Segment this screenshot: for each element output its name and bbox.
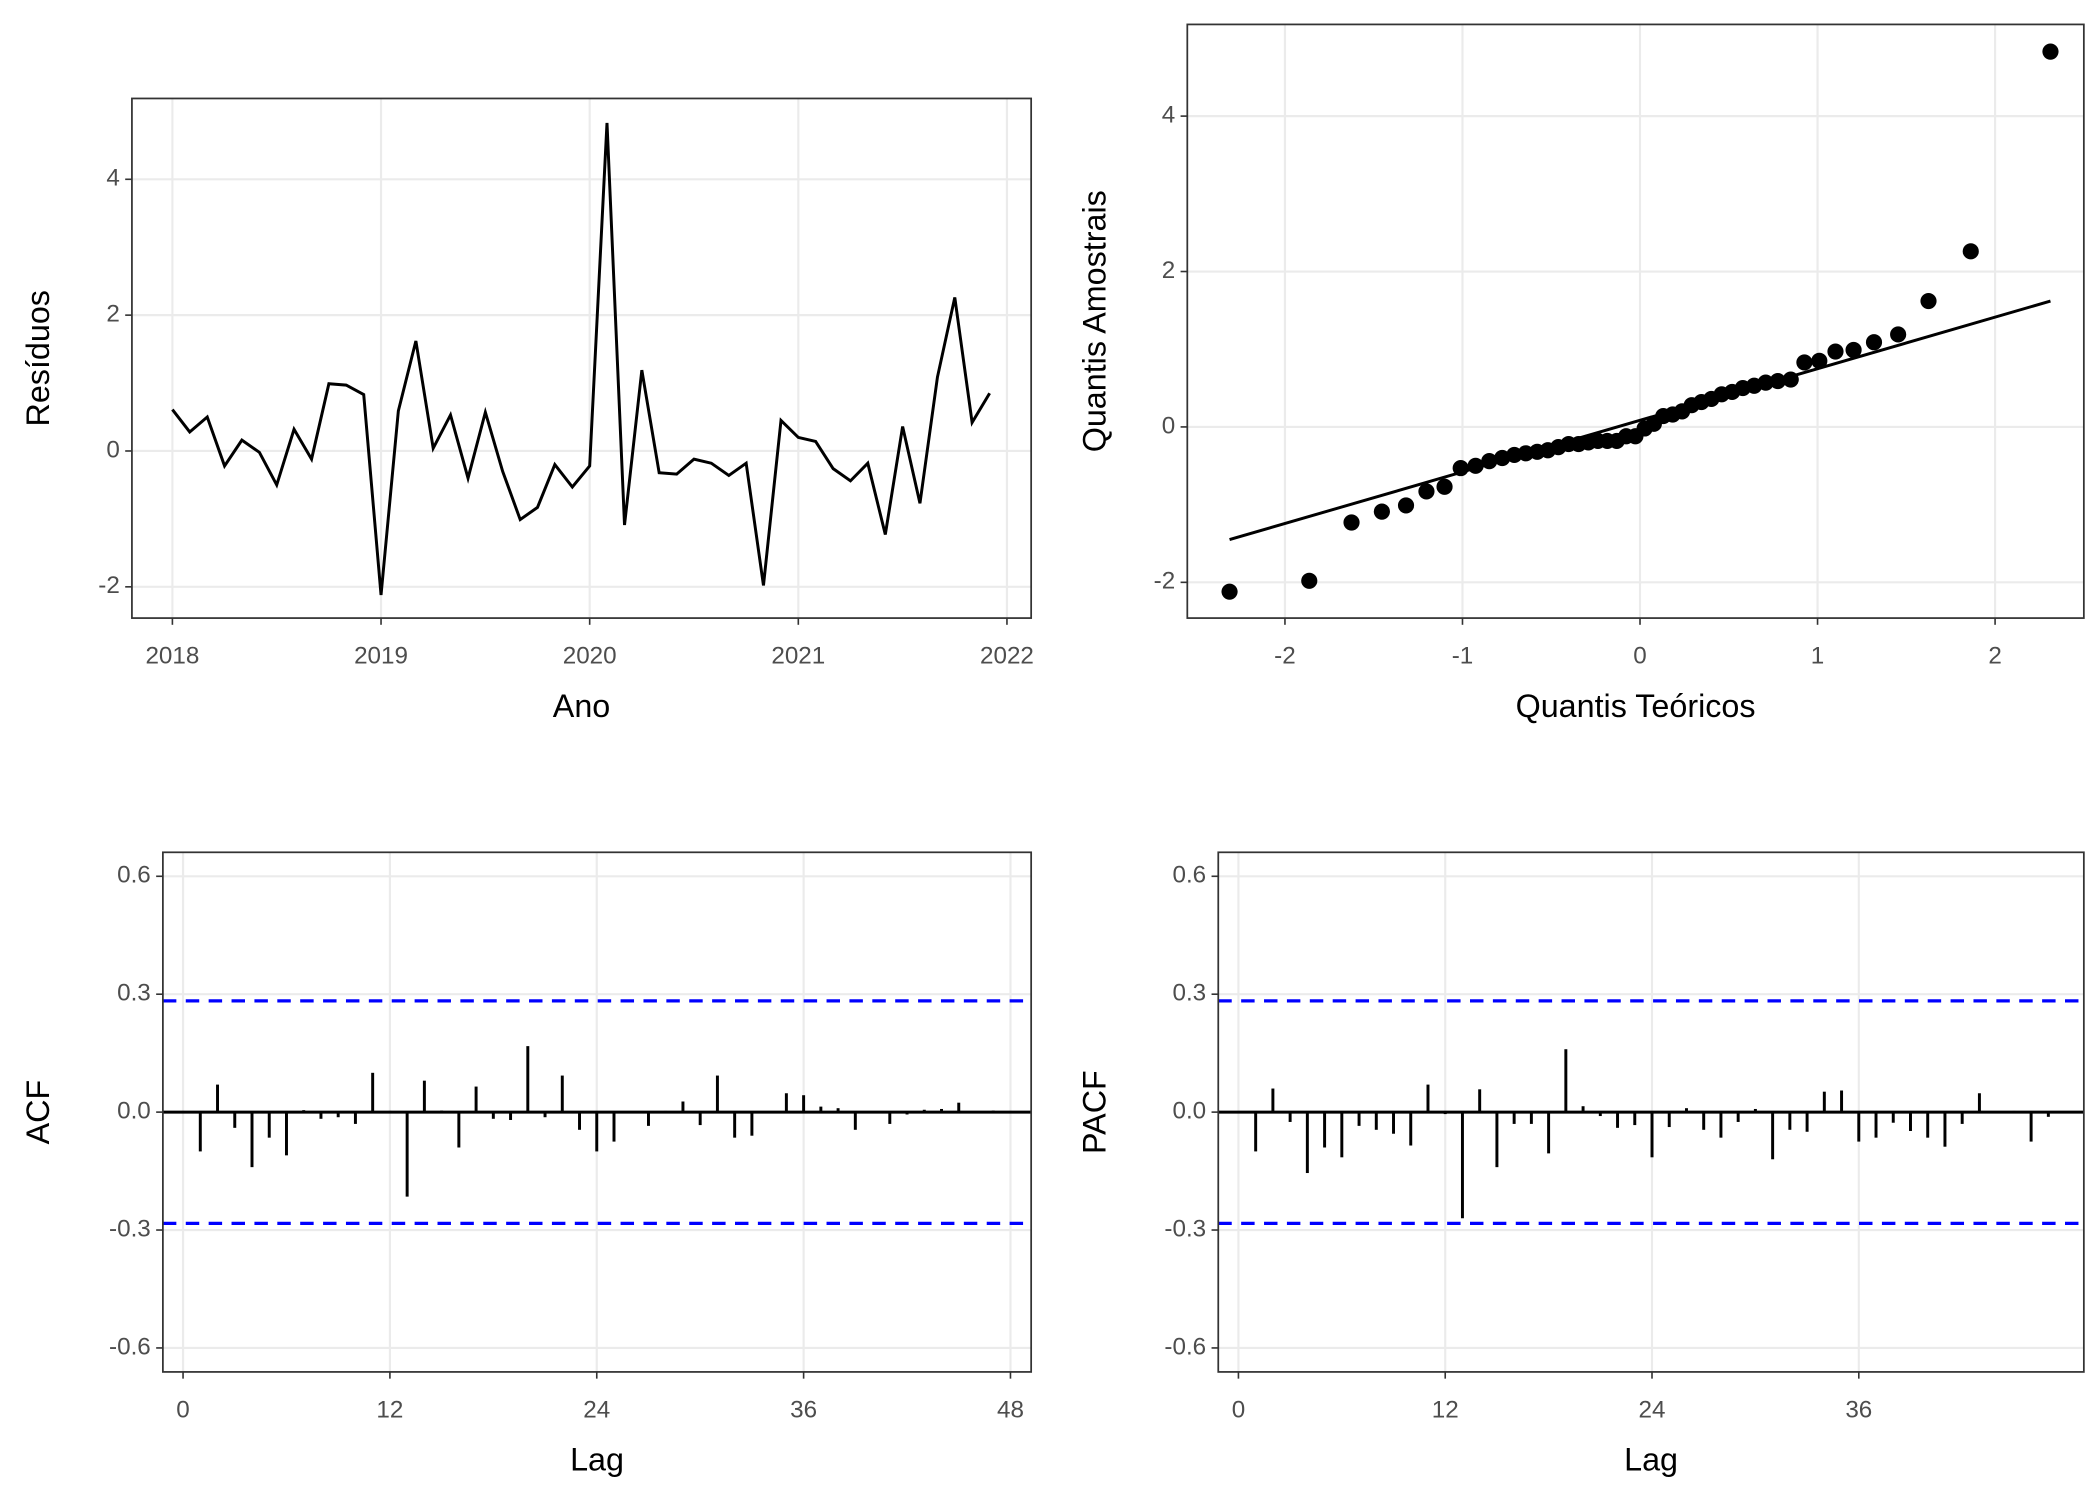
x-tick-label: 12 bbox=[376, 1396, 403, 1423]
y-tick-label: -0.3 bbox=[109, 1215, 151, 1242]
y-tick-label: -2 bbox=[1154, 568, 1176, 595]
x-tick-label: -2 bbox=[1274, 643, 1296, 670]
qq-point bbox=[1962, 243, 1979, 260]
qq-point bbox=[1481, 453, 1498, 470]
x-tick-label: 0 bbox=[1633, 643, 1646, 670]
qq-point bbox=[1769, 373, 1786, 390]
qq-point bbox=[1845, 341, 1862, 359]
x-tick-label: 1 bbox=[1811, 643, 1824, 670]
y-tick-label: 2 bbox=[1162, 257, 1175, 284]
qq-point bbox=[1467, 457, 1484, 474]
qq-point bbox=[2042, 43, 2059, 60]
y-tick-label: 0.3 bbox=[117, 980, 151, 1007]
y-tick-label: 0 bbox=[1162, 412, 1175, 439]
y-axis-title: Resíduos bbox=[20, 290, 56, 426]
panel-border bbox=[162, 851, 1033, 1373]
qq-point bbox=[1301, 572, 1318, 589]
qq-point bbox=[1494, 449, 1511, 467]
qq-point bbox=[1343, 514, 1360, 531]
y-tick-label: 2 bbox=[106, 301, 119, 328]
panel-border bbox=[1217, 851, 2085, 1373]
y-tick-label: -0.3 bbox=[1164, 1215, 1206, 1242]
y-tick-label: 0.0 bbox=[1172, 1098, 1206, 1125]
x-tick-label: 24 bbox=[583, 1396, 610, 1423]
qq-point bbox=[1418, 483, 1435, 500]
qq-point bbox=[1373, 503, 1390, 520]
y-tick-label: 0.6 bbox=[1172, 862, 1206, 889]
panel-border bbox=[131, 97, 1033, 619]
qq-point bbox=[1865, 334, 1883, 351]
y-axis-title: Quantis Amostrais bbox=[1077, 190, 1113, 452]
qq-point bbox=[1757, 374, 1774, 391]
x-tick-label: -1 bbox=[1452, 643, 1474, 670]
panel-border bbox=[1186, 23, 2085, 619]
y-tick-label: 0.3 bbox=[1172, 980, 1206, 1007]
x-axis-title: Ano bbox=[553, 688, 610, 724]
qq-point bbox=[1796, 354, 1813, 371]
x-tick-label: 2 bbox=[1988, 643, 2001, 670]
y-tick-label: 4 bbox=[106, 165, 119, 192]
x-tick-label: 48 bbox=[997, 1396, 1024, 1423]
qq-point bbox=[1397, 497, 1415, 514]
x-axis-title: Lag bbox=[1624, 1442, 1678, 1478]
qq-point bbox=[1890, 326, 1907, 343]
x-tick-label: 2020 bbox=[563, 643, 617, 670]
residual-line bbox=[171, 122, 991, 596]
y-tick-label: -2 bbox=[98, 572, 120, 599]
y-tick-label: 0 bbox=[106, 436, 119, 463]
y-tick-label: 0.0 bbox=[117, 1098, 151, 1125]
x-axis-title: Lag bbox=[570, 1442, 624, 1478]
x-tick-label: 24 bbox=[1639, 1396, 1666, 1423]
y-axis-title: PACF bbox=[1077, 1070, 1113, 1154]
reference-line bbox=[1229, 299, 2051, 542]
x-tick-label: 2022 bbox=[980, 643, 1034, 670]
qq-point bbox=[1920, 292, 1937, 310]
y-tick-label: -0.6 bbox=[1164, 1333, 1206, 1360]
qq-point bbox=[1221, 583, 1238, 600]
x-tick-label: 0 bbox=[1232, 1396, 1245, 1423]
x-tick-label: 2018 bbox=[145, 643, 199, 670]
y-axis-title: ACF bbox=[20, 1080, 56, 1145]
x-tick-label: 12 bbox=[1432, 1396, 1459, 1423]
x-tick-label: 36 bbox=[790, 1396, 817, 1423]
qq-point bbox=[1811, 352, 1828, 369]
x-tick-label: 2019 bbox=[354, 643, 408, 670]
x-tick-label: 0 bbox=[176, 1396, 189, 1423]
y-tick-label: 4 bbox=[1162, 102, 1175, 129]
x-tick-label: 36 bbox=[1845, 1396, 1872, 1423]
qq-point bbox=[1782, 371, 1799, 388]
y-tick-label: -0.6 bbox=[109, 1333, 151, 1360]
qq-point bbox=[1827, 343, 1844, 360]
x-axis-title: Quantis Teóricos bbox=[1516, 688, 1756, 724]
x-tick-label: 2021 bbox=[771, 643, 825, 670]
y-tick-label: 0.6 bbox=[117, 862, 151, 889]
qq-point bbox=[1436, 478, 1453, 495]
qq-point bbox=[1452, 460, 1469, 477]
